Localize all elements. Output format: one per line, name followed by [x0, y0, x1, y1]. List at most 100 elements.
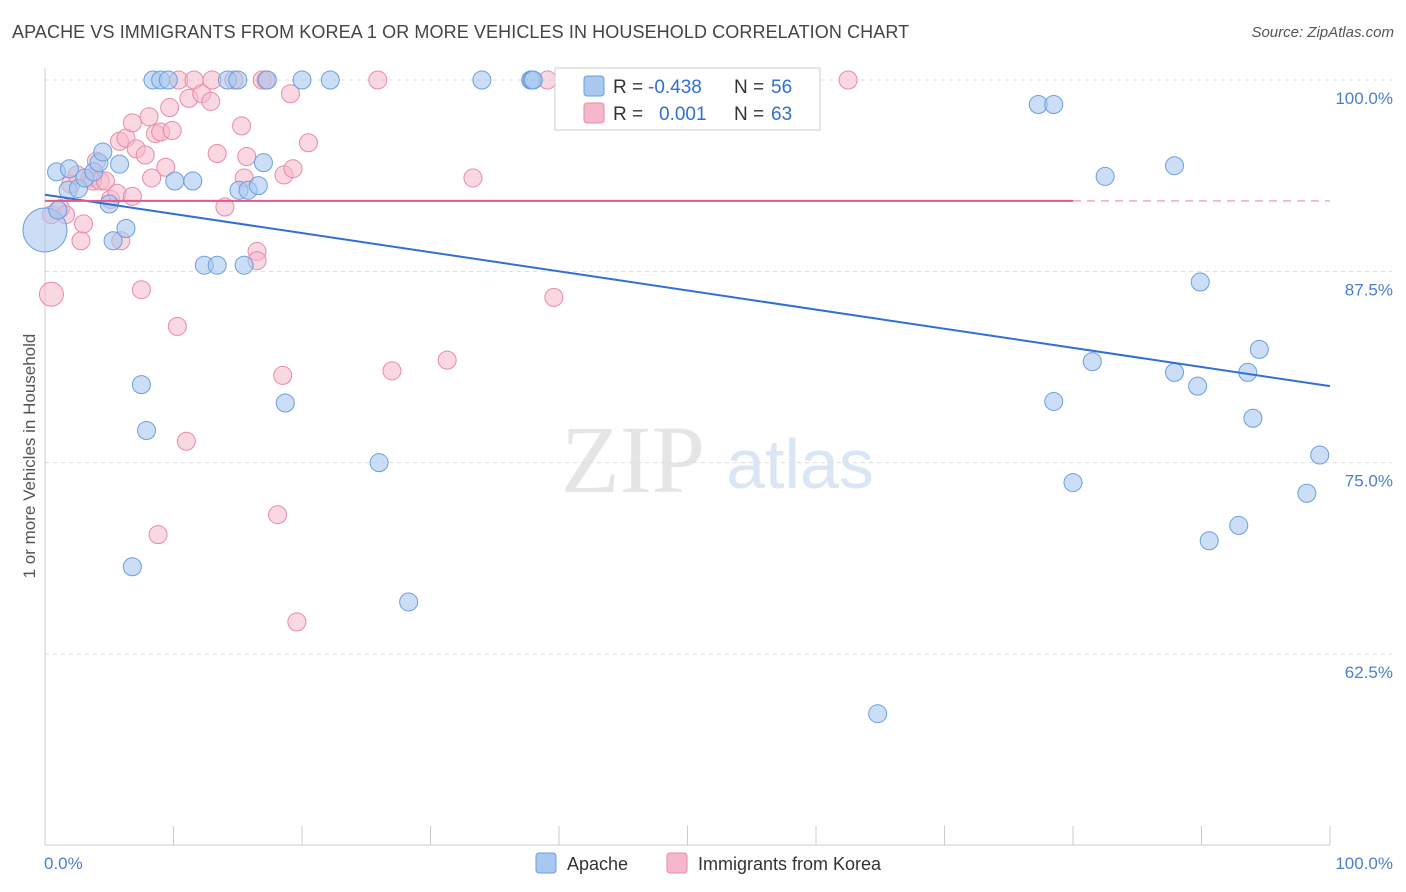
chart-source: Source: ZipAtlas.com	[1251, 24, 1394, 41]
korea-point	[38, 281, 64, 307]
korea-point	[544, 287, 564, 307]
apache-point	[183, 171, 203, 191]
apache-point	[116, 218, 136, 238]
apache-point	[1188, 376, 1208, 396]
apache-point	[1095, 166, 1115, 186]
korea-point	[368, 70, 388, 90]
y-tick-label: 87.5%	[1345, 280, 1393, 299]
legend-r-label-korea: R =	[613, 104, 643, 125]
korea-point	[74, 214, 94, 234]
apache-point	[207, 255, 227, 275]
y-tick-label: 62.5%	[1345, 663, 1393, 682]
y-axis-label: 1 or more Vehicles in Household	[20, 334, 39, 579]
legend-n-label-korea: N =	[734, 104, 764, 125]
x-tick-label-start: 0.0%	[44, 854, 83, 873]
legend-swatch-korea	[583, 102, 605, 124]
apache-point	[868, 704, 888, 724]
korea-point	[463, 168, 483, 188]
apache-point	[1165, 156, 1185, 176]
bottom-legend: Apache Immigrants from Korea	[535, 852, 882, 874]
apache-point	[399, 592, 419, 612]
apache-point	[275, 393, 295, 413]
y-tick-label: 75.0%	[1345, 472, 1393, 491]
apache-point	[158, 70, 178, 90]
apache-point	[1229, 515, 1249, 535]
x-tick-label-end: 100.0%	[1335, 854, 1393, 873]
chart-title: APACHE VS IMMIGRANTS FROM KOREA 1 OR MOR…	[12, 22, 910, 42]
apache-point	[228, 70, 248, 90]
legend-r-value-korea: 0.001	[659, 104, 707, 125]
trend-lines	[44, 193, 1331, 388]
watermark-zip: ZIP	[561, 406, 705, 513]
apache-point	[59, 159, 79, 179]
apache-point	[1044, 94, 1064, 114]
apache-point	[248, 176, 268, 196]
korea-point	[201, 91, 221, 111]
apache-point	[1190, 272, 1210, 292]
apache-point	[1243, 408, 1263, 428]
apache-point	[110, 154, 130, 174]
legend-box: R = -0.438 N = 56 R = 0.001 N = 63	[554, 67, 821, 131]
korea-point	[131, 280, 151, 300]
legend-r-value-apache: -0.438	[648, 77, 702, 98]
series-apache	[22, 70, 1330, 724]
apache-point	[1199, 531, 1219, 551]
legend-n-value-apache: 56	[771, 77, 792, 98]
apache-point	[1063, 473, 1083, 493]
korea-point	[148, 525, 168, 545]
apache-point	[1082, 352, 1102, 372]
korea-point	[122, 113, 142, 133]
bottom-legend-apache: Apache	[567, 854, 628, 874]
apache-point	[93, 142, 113, 162]
apache-trend-line	[44, 193, 1331, 388]
korea-point	[283, 159, 303, 179]
korea-point	[207, 143, 227, 163]
apache-point	[137, 421, 157, 441]
apache-point	[1165, 362, 1185, 382]
grid-lines	[45, 79, 1392, 655]
korea-point	[215, 197, 235, 217]
korea-point	[160, 98, 180, 118]
korea-point	[139, 107, 159, 127]
apache-point	[257, 70, 277, 90]
apache-point	[122, 557, 142, 577]
apache-point	[103, 231, 123, 251]
apache-point	[320, 70, 340, 90]
apache-point	[369, 453, 389, 473]
korea-point	[237, 147, 257, 167]
korea-point	[298, 133, 318, 153]
korea-point	[838, 70, 858, 90]
apache-point	[1297, 483, 1317, 503]
korea-point	[156, 157, 176, 177]
apache-point	[1310, 445, 1330, 465]
korea-point	[142, 168, 162, 188]
legend-swatch-apache	[583, 75, 605, 97]
korea-point	[232, 116, 252, 136]
korea-point	[382, 361, 402, 381]
korea-point	[268, 505, 288, 525]
apache-point	[1044, 391, 1064, 411]
korea-point	[162, 121, 182, 141]
korea-point	[71, 231, 91, 251]
y-tick-label: 100.0%	[1335, 89, 1393, 108]
apache-point	[48, 200, 68, 220]
apache-point	[472, 70, 492, 90]
apache-point	[292, 70, 312, 90]
apache-point	[253, 153, 273, 173]
axes: 100.0% 87.5% 75.0% 62.5% 0.0% 100.0%	[44, 68, 1393, 873]
korea-point	[437, 350, 457, 370]
bottom-legend-swatch-korea	[666, 852, 688, 874]
apache-point	[234, 255, 254, 275]
bottom-legend-korea: Immigrants from Korea	[698, 854, 882, 874]
korea-point	[122, 186, 142, 206]
bottom-legend-swatch-apache	[535, 852, 557, 874]
legend-n-value-korea: 63	[771, 104, 792, 125]
apache-point	[165, 171, 185, 191]
korea-point	[287, 612, 307, 632]
legend-r-label-apache: R =	[613, 77, 643, 98]
apache-point	[1249, 339, 1269, 359]
apache-point	[131, 375, 151, 395]
korea-point	[135, 145, 155, 165]
series-korea	[38, 70, 858, 632]
